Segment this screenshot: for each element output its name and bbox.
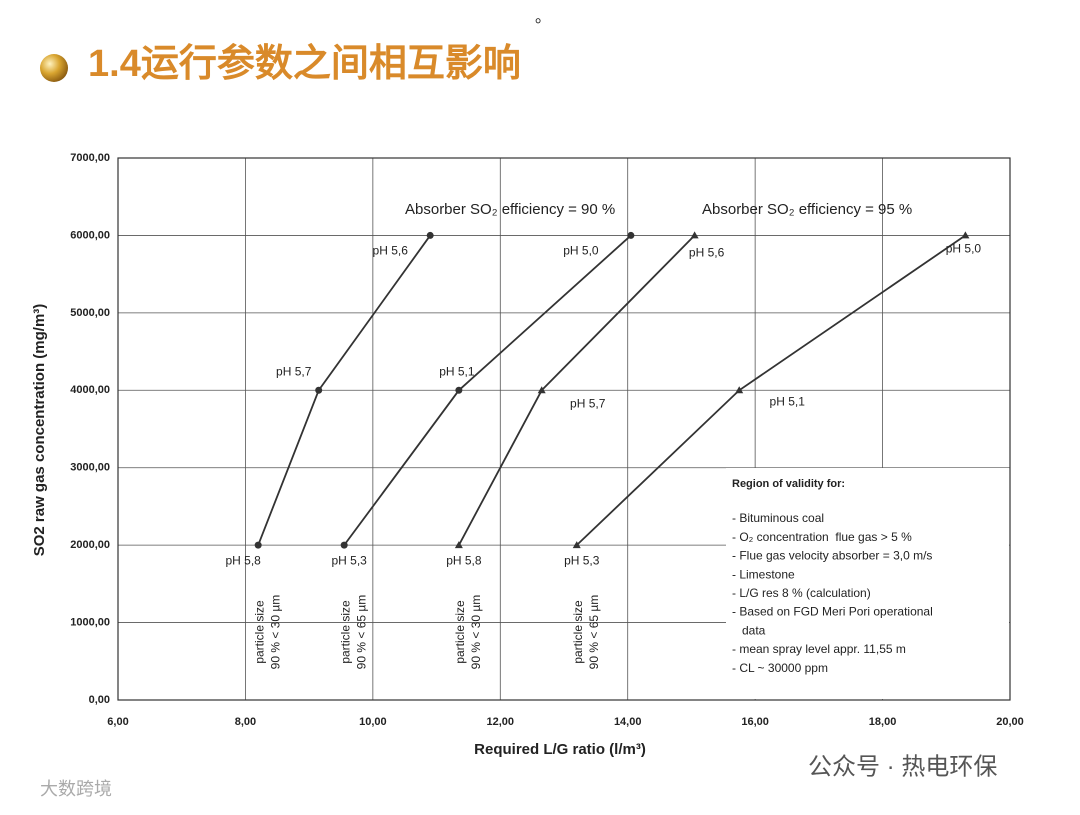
point-label: pH 5,3 — [332, 553, 368, 567]
x-tick-label: 6,00 — [107, 716, 128, 728]
marker — [690, 231, 699, 239]
x-axis-title: Required L/G ratio (l/m³) — [474, 741, 646, 758]
point-label: pH 5,7 — [570, 396, 606, 410]
marker — [735, 386, 744, 394]
validity-item: - CL ~ 30000 ppm — [732, 661, 828, 675]
validity-item: data — [732, 623, 766, 637]
series-note: particle size — [571, 600, 585, 664]
x-tick-label: 20,00 — [996, 716, 1024, 728]
validity-item: - Bituminous coal — [732, 511, 824, 525]
point-label: pH 5,1 — [439, 364, 475, 378]
marker — [627, 231, 635, 239]
marker — [455, 386, 463, 394]
validity-item: - Flue gas velocity absorber = 3,0 m/s — [732, 549, 932, 563]
series-note: particle size — [338, 600, 352, 664]
series-note: 90 % < 65 µm — [354, 595, 368, 670]
point-label: pH 5,6 — [373, 244, 409, 258]
validity-title: Region of validity for: — [732, 478, 845, 490]
marker — [426, 231, 434, 239]
validity-item: - L/G res 8 % (calculation) — [732, 586, 871, 600]
point-label: pH 5,8 — [446, 553, 482, 567]
point-label: pH 5,1 — [770, 394, 806, 408]
x-tick-label: 10,00 — [359, 716, 387, 728]
marker — [315, 386, 323, 394]
validity-box — [726, 468, 1009, 699]
series-note: particle size — [453, 600, 467, 664]
y-tick-label: 4000,00 — [70, 384, 110, 396]
title-bullet — [40, 54, 68, 82]
x-tick-label: 18,00 — [869, 716, 897, 728]
x-tick-label: 8,00 — [235, 716, 256, 728]
annotation: Absorber SO₂ efficiency = 90 % — [405, 201, 615, 218]
y-axis-title: SO2 raw gas concentration (mg/m³) — [31, 304, 48, 557]
marker — [537, 386, 546, 394]
y-tick-label: 5000,00 — [70, 307, 110, 319]
mark: 。 — [535, 9, 551, 26]
point-label: pH 5,0 — [946, 242, 982, 256]
x-tick-label: 12,00 — [487, 716, 515, 728]
marker — [454, 541, 463, 549]
y-tick-label: 3000,00 — [70, 462, 110, 474]
y-tick-label: 2000,00 — [70, 539, 110, 551]
series-note: 90 % < 65 µm — [587, 595, 601, 670]
series-note: 90 % < 30 µm — [268, 595, 282, 670]
y-tick-label: 6000,00 — [70, 229, 110, 241]
marker — [961, 231, 970, 239]
x-tick-label: 14,00 — [614, 716, 642, 728]
watermark: 大数跨境 — [40, 779, 112, 799]
series-note: 90 % < 30 µm — [469, 595, 483, 670]
marker — [572, 541, 581, 549]
marker — [340, 541, 348, 549]
series-note: particle size — [252, 600, 266, 664]
validity-item: - Limestone — [732, 567, 795, 581]
point-label: pH 5,0 — [563, 244, 599, 258]
point-label: pH 5,8 — [225, 553, 261, 567]
watermark: 公众号 · 热电环保 — [808, 753, 997, 780]
point-label: pH 5,6 — [689, 246, 725, 260]
y-tick-label: 1000,00 — [70, 616, 110, 628]
chart: 0,00 1000,00 2000,00 3000,00 4000,00 5000,00 6… — [70, 152, 1024, 728]
point-label: pH 5,7 — [276, 364, 312, 378]
validity-item: - O₂ concentration flue gas > 5 % — [732, 530, 912, 544]
validity-item: - mean spray level appr. 11,55 m — [732, 642, 906, 656]
marker — [254, 541, 262, 549]
validity-item: - Based on FGD Meri Pori operational — [732, 605, 933, 619]
y-tick-label: 7000,00 — [70, 152, 110, 164]
annotation: Absorber SO₂ efficiency = 95 % — [702, 201, 912, 218]
slide-title: 1.4运行参数之间相互影响 — [88, 43, 521, 85]
y-tick-label: 0,00 — [89, 694, 110, 706]
plot-frame — [117, 157, 1011, 701]
point-label: pH 5,3 — [564, 553, 600, 567]
x-tick-label: 16,00 — [741, 716, 769, 728]
